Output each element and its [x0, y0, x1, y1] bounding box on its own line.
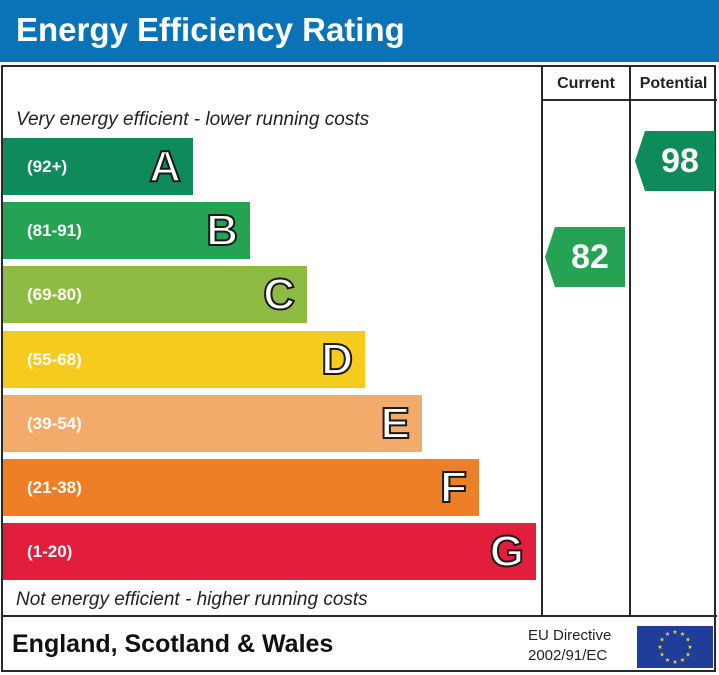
band-g: (1-20) G — [3, 523, 536, 580]
eu-directive-line2: 2002/91/EC — [528, 647, 608, 664]
eu-directive-line1: EU Directive — [528, 627, 612, 644]
band-f: (21-38) F — [3, 459, 479, 516]
potential-rating-arrow: 98 — [635, 131, 715, 191]
current-column-header: Current — [557, 75, 615, 92]
eu-star-icon — [665, 631, 670, 636]
header-row-divider — [541, 99, 717, 101]
current-rating-arrow: 82 — [545, 227, 625, 287]
potential-arrow-shape — [635, 131, 715, 191]
band-c: (69-80) C — [3, 266, 307, 323]
band-b: (81-91) B — [3, 202, 250, 259]
band-d: (55-68) D — [3, 331, 365, 388]
eu-star-icon — [672, 659, 678, 664]
band-d-letter: D — [320, 334, 354, 385]
region-label: England, Scotland & Wales — [12, 630, 334, 658]
eu-star-icon — [687, 644, 693, 649]
band-b-letter: B — [205, 205, 239, 256]
eu-star-icon — [659, 652, 665, 657]
eu-star-icon — [685, 652, 691, 657]
chart-title: Energy Efficiency Rating — [16, 11, 405, 48]
chart-frame — [1, 65, 716, 672]
current-column-divider — [541, 65, 543, 617]
band-e: (39-54) E — [3, 395, 422, 452]
band-c-range: (69-80) — [27, 285, 82, 304]
potential-column-header: Potential — [639, 75, 708, 92]
eu-star-icon — [665, 657, 670, 662]
eu-star-icon — [672, 629, 678, 634]
title-bar: Energy Efficiency Rating — [0, 0, 719, 62]
bottom-caption: Not energy efficient - higher running co… — [16, 589, 368, 610]
eu-star-icon — [657, 644, 663, 649]
eu-star-icon — [659, 637, 665, 642]
top-caption: Very energy efficient - lower running co… — [16, 109, 370, 130]
band-e-letter: E — [380, 398, 411, 449]
current-rating-value: 82 — [571, 238, 609, 276]
band-g-range: (1-20) — [27, 542, 73, 561]
potential-rating-value: 98 — [661, 142, 699, 180]
band-f-letter: F — [439, 462, 468, 513]
potential-column-divider — [629, 65, 631, 617]
band-a: (92+) A — [3, 138, 193, 195]
eu-star-icon — [685, 637, 691, 642]
band-e-range: (39-54) — [27, 414, 82, 433]
band-g-letter: G — [489, 526, 525, 577]
eu-flag-icon — [637, 626, 713, 668]
eu-star-icon — [680, 631, 685, 636]
band-a-letter: A — [148, 141, 182, 192]
band-d-range: (55-68) — [27, 350, 82, 369]
band-b-range: (81-91) — [27, 221, 82, 240]
band-c-letter: C — [262, 269, 296, 320]
current-arrow-shape — [545, 227, 625, 287]
footer-divider — [1, 615, 717, 617]
band-f-range: (21-38) — [27, 478, 82, 497]
eu-directive-label: EU Directive 2002/91/EC — [528, 626, 611, 666]
eu-star-icon — [680, 657, 685, 662]
band-a-range: (92+) — [27, 157, 68, 176]
